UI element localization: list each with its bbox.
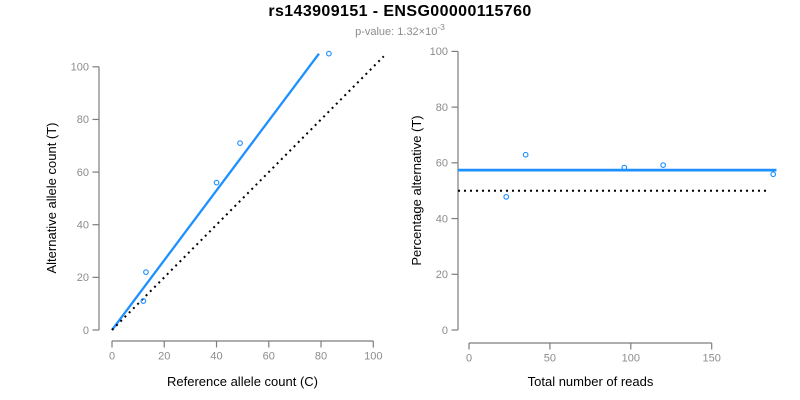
data-point [237,140,243,147]
right-x-axis-title: Total number of reads [528,374,654,389]
figure-title: rs143909151 - ENSG00000115760 [268,3,531,20]
x-tick-label: 100 [622,353,640,365]
y-tick-label: 100 [430,46,448,58]
x-tick-label: 80 [315,351,327,363]
y-tick-label: 100 [71,62,89,74]
x-tick-label: 150 [703,353,721,365]
x-tick-label: 40 [210,351,222,363]
y-tick-label: 20 [77,272,89,284]
left-y-axis-title: Alternative allele count (T) [44,122,59,273]
left-x-axis-title: Reference allele count (C) [167,374,318,389]
data-point [213,179,220,186]
data-point [522,151,529,158]
y-tick-label: 40 [77,220,89,232]
data-point [143,269,149,275]
x-tick-label: 50 [544,353,556,365]
y-tick-label: 0 [442,325,448,337]
data-point [503,193,510,200]
data-point [621,164,628,171]
left-scatter-plot: 0 20 40 60 80 100 0 20 40 60 80 100 [71,50,385,363]
y-tick-label: 20 [436,269,448,281]
y-tick-label: 80 [77,114,89,126]
right-y-axis-title: Percentage alternative (T) [409,115,424,265]
y-tick-label: 60 [77,167,89,179]
x-tick-label: 60 [263,351,275,363]
data-point [140,298,147,304]
data-point [770,171,777,178]
y-tick-label: 80 [436,102,448,114]
pvalue-exponent: -3 [437,22,445,32]
x-tick-label: 20 [158,351,170,363]
y-tick-label: 60 [436,158,448,170]
data-point [660,162,667,168]
x-tick-label: 0 [109,351,115,363]
y-tick-label: 40 [436,213,448,225]
x-tick-label: 0 [466,353,472,365]
right-scatter-plot: 0 50 100 150 0 20 40 60 80 100 [430,46,777,365]
data-point [326,50,332,57]
fit-line [111,52,320,331]
x-tick-label: 100 [364,351,382,363]
pvalue-text: p-value: 1.32×10 [355,26,437,38]
figure-subtitle: p-value: 1.32×10-3 [355,22,445,38]
y-tick-label: 0 [83,325,89,337]
identity-line [111,55,385,331]
